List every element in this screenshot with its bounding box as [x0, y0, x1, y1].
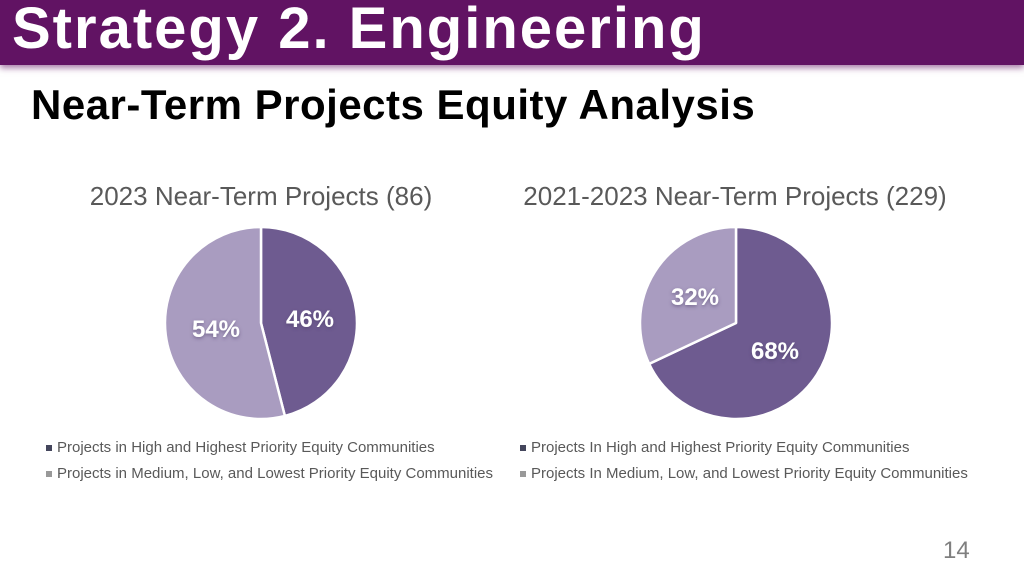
svg-text:68%: 68% — [751, 338, 799, 365]
svg-text:54%: 54% — [192, 316, 240, 343]
svg-text:32%: 32% — [671, 284, 719, 311]
svg-text:46%: 46% — [286, 306, 334, 333]
